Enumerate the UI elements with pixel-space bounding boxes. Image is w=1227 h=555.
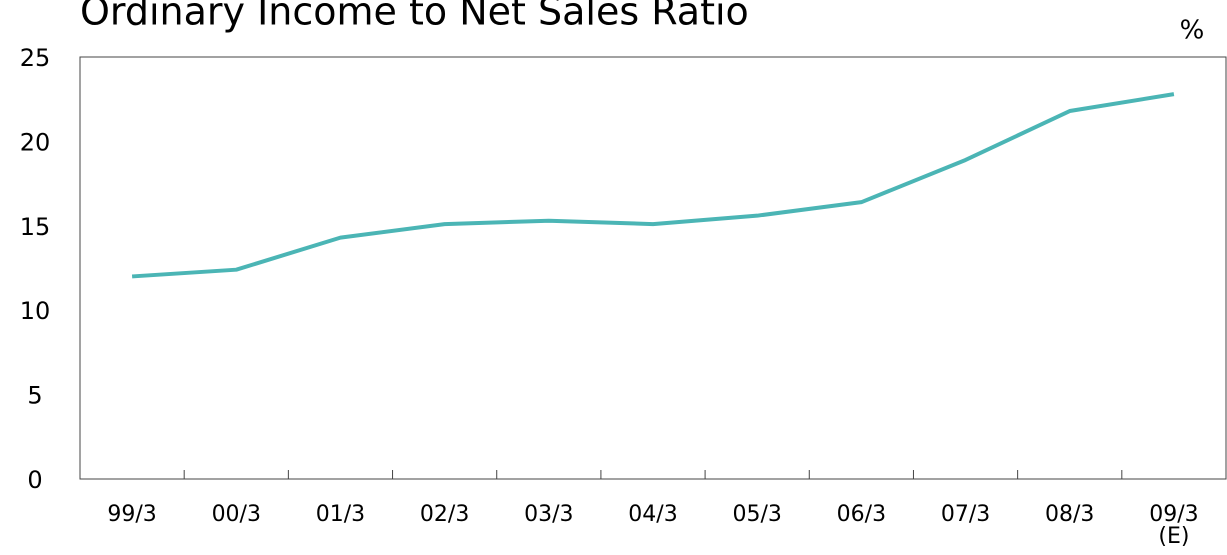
x-tick-label: 04/3 (628, 502, 678, 527)
x-tick-label: 00/3 (211, 502, 261, 527)
x-tick-label: 08/3 (1045, 502, 1095, 527)
y-tick-label: 5 (27, 382, 42, 410)
x-tick-label: 07/3 (940, 502, 991, 527)
unit-label: % (1180, 16, 1205, 46)
chart-title: Ordinary Income to Net Sales Ratio (80, 0, 749, 34)
x-tick-label: 02/3 (419, 502, 470, 527)
plot-frame (79, 56, 1227, 480)
y-tick-label: 20 (20, 128, 51, 156)
y-tick-label: 0 (27, 466, 42, 494)
y-tick-label: 10 (20, 297, 51, 325)
x-tick-label: 06/3 (836, 502, 887, 527)
line-series (131, 92, 1175, 279)
y-tick-label: 15 (20, 213, 51, 241)
x-tick-label: 05/3 (732, 502, 782, 527)
x-tick-label: 99/3 (107, 502, 157, 527)
x-tick-label: 01/3 (315, 502, 366, 527)
y-tick-label: 25 (20, 44, 51, 72)
x-tick-label: 09/3 (E) (1149, 502, 1199, 549)
x-tick-label: 03/3 (524, 502, 574, 527)
